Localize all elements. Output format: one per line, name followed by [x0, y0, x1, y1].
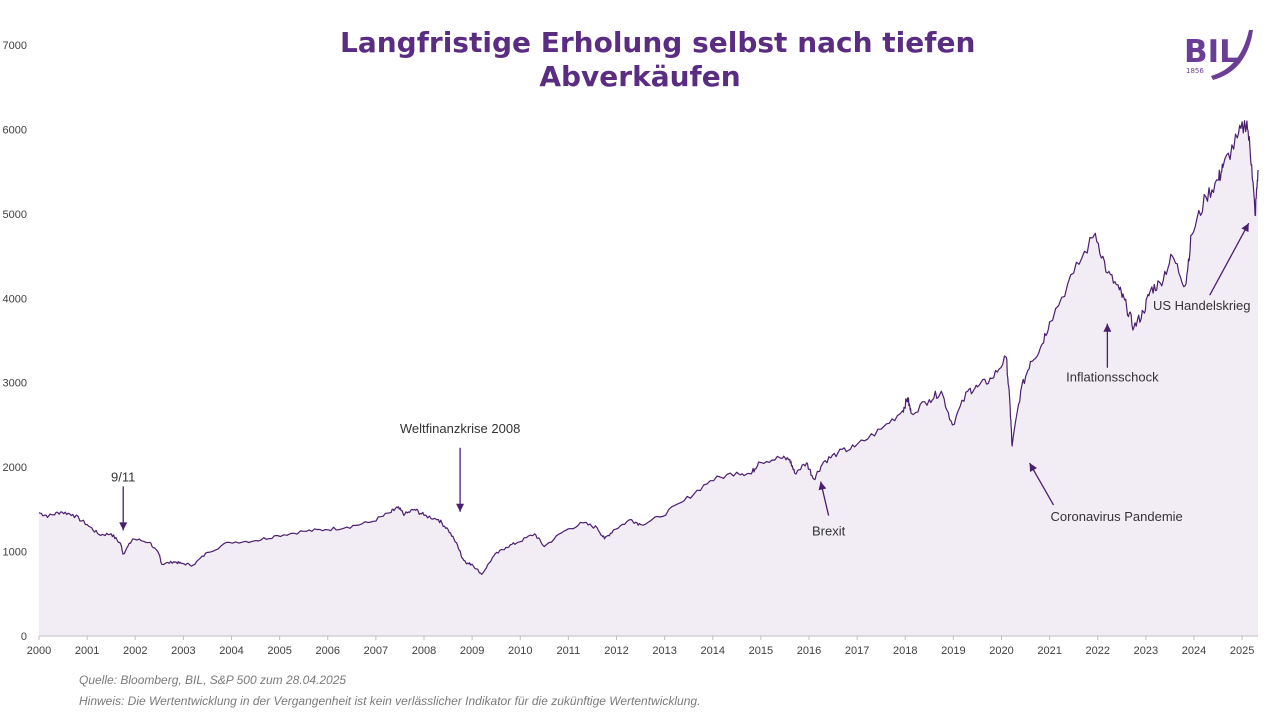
chart-title-line-2: Abverkäufen	[539, 60, 741, 93]
annotation-arrow	[1028, 462, 1055, 506]
annotation-arrowhead	[1241, 223, 1249, 233]
bil-logo-text: BIL	[1184, 34, 1239, 70]
y-tick-label: 1000	[3, 547, 27, 559]
x-tick-label: 2007	[364, 645, 388, 657]
y-tick-label: 7000	[3, 40, 27, 52]
x-tick-label: 2014	[701, 645, 725, 657]
x-tick-label: 2023	[1134, 645, 1158, 657]
y-tick-label: 5000	[3, 209, 27, 221]
y-axis-ticks: 0 1000 2000 3000 4000 5000 6000 7000	[3, 40, 27, 643]
x-tick-label: 2010	[508, 645, 532, 657]
y-tick-label: 6000	[3, 124, 27, 136]
chart-title: Langfristige Erholung selbst nach tiefen…	[340, 26, 976, 94]
x-tick-label: 2008	[412, 645, 436, 657]
x-tick-label: 2018	[893, 645, 917, 657]
annotation-arrowhead	[456, 503, 465, 512]
y-tick-label: 3000	[3, 378, 27, 390]
area-fill	[39, 120, 1258, 636]
x-tick-label: 2022	[1086, 645, 1110, 657]
annotation-label: Weltfinanzkrise 2008	[400, 421, 520, 436]
series-line	[38, 120, 1259, 575]
footer: Quelle: Bloomberg, BIL, S&P 500 zum 28.0…	[79, 670, 700, 712]
annotation-arrowhead	[119, 522, 128, 531]
x-tick-label: 2009	[460, 645, 484, 657]
annotation-label: Coronavirus Pandemie	[1051, 509, 1183, 524]
annotation-label: Brexit	[812, 524, 846, 539]
annotations: 9/11 Weltfinanzkrise 2008 Brexit Coronaviru…	[111, 222, 1251, 539]
annotation-label: Inflationsschock	[1066, 370, 1159, 385]
x-tick-label: 2020	[989, 645, 1013, 657]
x-tick-label: 2006	[316, 645, 340, 657]
x-tick-label: 2011	[557, 645, 581, 657]
bil-logo: BIL 1856	[1184, 30, 1253, 80]
x-tick-label: 2024	[1182, 645, 1206, 657]
bil-logo-year: 1856	[1186, 67, 1204, 75]
x-tick-label: 2001	[75, 645, 99, 657]
disclaimer-note: Hinweis: Die Wertentwicklung in der Verg…	[79, 694, 701, 708]
chart-title-line-1: Langfristige Erholung selbst nach tiefen	[340, 26, 976, 59]
x-tick-label: 2003	[171, 645, 195, 657]
x-tick-label: 2002	[123, 645, 147, 657]
annotation-arrowhead	[1029, 463, 1037, 472]
x-tick-label: 2012	[604, 645, 628, 657]
y-tick-label: 0	[21, 631, 27, 643]
x-tick-label: 2005	[267, 645, 291, 657]
x-tick-label: 2000	[27, 645, 51, 657]
x-tick-label: 2015	[749, 645, 773, 657]
x-tick-label: 2025	[1230, 645, 1254, 657]
x-tick-label: 2019	[941, 645, 965, 657]
annotation-arrowhead	[1103, 323, 1112, 332]
y-tick-label: 4000	[3, 293, 27, 305]
x-tick-label: 2013	[652, 645, 676, 657]
annotation-arrowhead	[818, 481, 827, 491]
source-note: Quelle: Bloomberg, BIL, S&P 500 zum 28.0…	[79, 673, 347, 687]
x-tick-label: 2017	[845, 645, 869, 657]
annotation-arrow	[1209, 222, 1250, 296]
x-tick-label: 2021	[1037, 645, 1061, 657]
bil-logo-swoosh	[1211, 30, 1253, 80]
plot	[38, 120, 1259, 637]
y-tick-label: 2000	[3, 462, 27, 474]
x-tick-label: 2004	[219, 645, 243, 657]
x-tick-label: 2016	[797, 645, 821, 657]
annotation-label: US Handelskrieg	[1153, 298, 1251, 313]
x-axis-ticks: 2000 2001 2002 2003 2004 2005 2006 2007 2008 2009…	[27, 636, 1254, 657]
annotation-label: 9/11	[111, 469, 135, 484]
